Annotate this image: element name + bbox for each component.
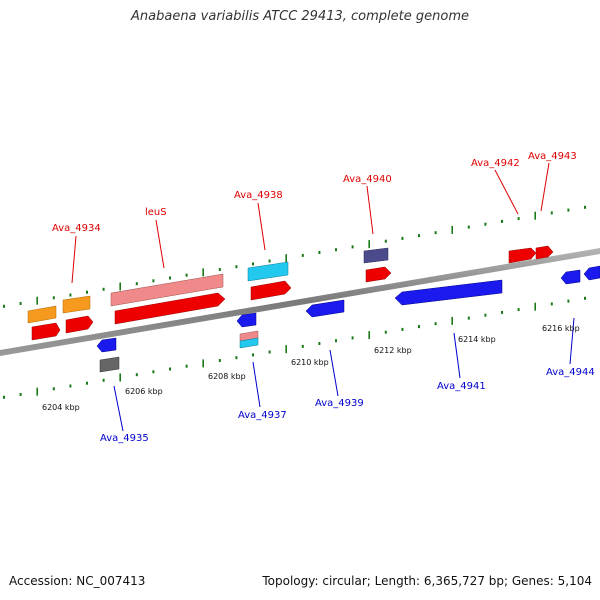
gene-label: Ava_4944 <box>546 367 595 378</box>
scale-label: 6216 kbp <box>542 324 580 333</box>
forward-label-leaders <box>71 162 550 284</box>
scale-label: 6208 kbp <box>208 372 246 381</box>
map-title: Anabaena variabilis ATCC 29413, complete… <box>131 9 469 24</box>
gene-arrow <box>365 266 392 283</box>
gene-arrow <box>508 247 537 264</box>
gene-label: Ava_4934 <box>52 223 101 234</box>
gene-arrow <box>250 280 292 301</box>
cyan-feature <box>239 337 259 349</box>
gene-arrow <box>535 245 554 260</box>
forward-strand-tick-track <box>3 205 586 308</box>
gene-arrow <box>65 315 94 334</box>
reverse-gene-labels: Ava_4935 Ava_4937 Ava_4939 Ava_4941 Ava_… <box>100 367 595 444</box>
gene-arrow <box>305 299 345 318</box>
reverse-strand-features <box>96 265 600 373</box>
gene-arrow <box>236 312 257 328</box>
gene-label: leuS <box>145 207 167 218</box>
orange-feature <box>62 295 91 314</box>
genome-summary: Topology: circular; Length: 6,365,727 bp… <box>262 574 592 588</box>
gene-arrow <box>560 269 581 285</box>
gene-label: Ava_4941 <box>437 381 486 392</box>
gene-label: Ava_4935 <box>100 433 149 444</box>
orange-feature <box>27 305 57 324</box>
forward-gene-labels: Ava_4934 leuS Ava_4938 Ava_4940 Ava_4942… <box>52 151 577 234</box>
gene-label: Ava_4939 <box>315 398 364 409</box>
reverse-strand-tick-track <box>3 296 586 399</box>
gene-label: Ava_4937 <box>238 410 287 421</box>
scale-label: 6212 kbp <box>374 346 412 355</box>
scale-labels: 6204 kbp 6206 kbp 6208 kbp 6210 kbp 6212… <box>42 324 580 412</box>
gene-label: Ava_4938 <box>234 190 283 201</box>
grey-feature <box>99 356 120 373</box>
gene-arrow <box>114 292 226 325</box>
slate-feature <box>363 247 389 264</box>
gene-label: Ava_4943 <box>528 151 577 162</box>
cyan-feature <box>247 261 289 282</box>
reverse-label-leaders <box>113 317 575 432</box>
gene-arrow <box>31 322 61 341</box>
gene-label: Ava_4940 <box>343 174 392 185</box>
accession-label: Accession: NC_007413 <box>9 574 146 588</box>
gene-label: Ava_4942 <box>471 158 520 169</box>
scale-label: 6214 kbp <box>458 335 496 344</box>
pink-feature <box>110 273 224 307</box>
forward-strand-features <box>27 245 554 341</box>
scale-label: 6206 kbp <box>125 387 163 396</box>
genome-backbone <box>0 248 600 356</box>
scale-label: 6204 kbp <box>42 403 80 412</box>
scale-label: 6210 kbp <box>291 358 329 367</box>
gene-arrow <box>394 279 503 306</box>
gene-arrow <box>583 265 600 281</box>
gene-arrow <box>96 337 117 353</box>
